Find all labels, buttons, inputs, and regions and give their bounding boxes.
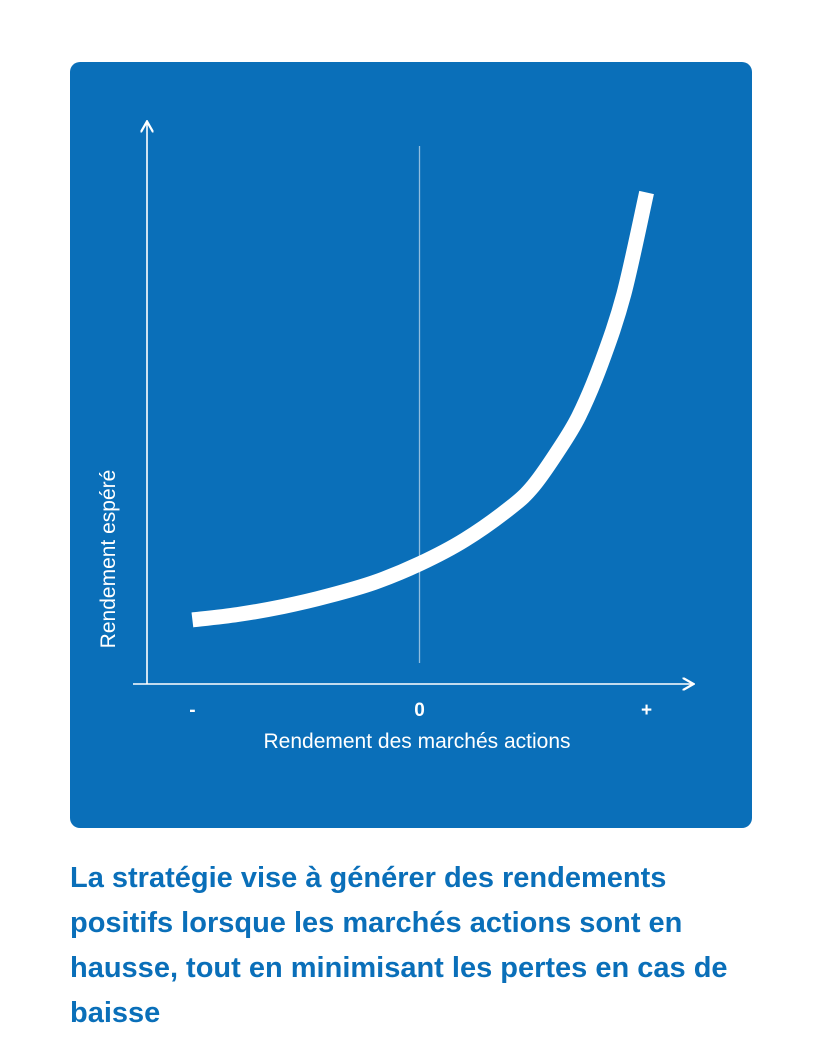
x-tick-zero: 0 <box>414 700 425 721</box>
expected-return-curve <box>191 190 654 628</box>
chart-panel <box>70 62 752 828</box>
x-tick-minus: - <box>189 700 196 721</box>
x-tick-plus: + <box>641 700 653 721</box>
y-axis-label: Rendement espéré <box>97 469 120 649</box>
caption-text: La stratégie vise à générer des rendemen… <box>70 862 728 1029</box>
x-axis-label: Rendement des marchés actions <box>263 730 571 753</box>
